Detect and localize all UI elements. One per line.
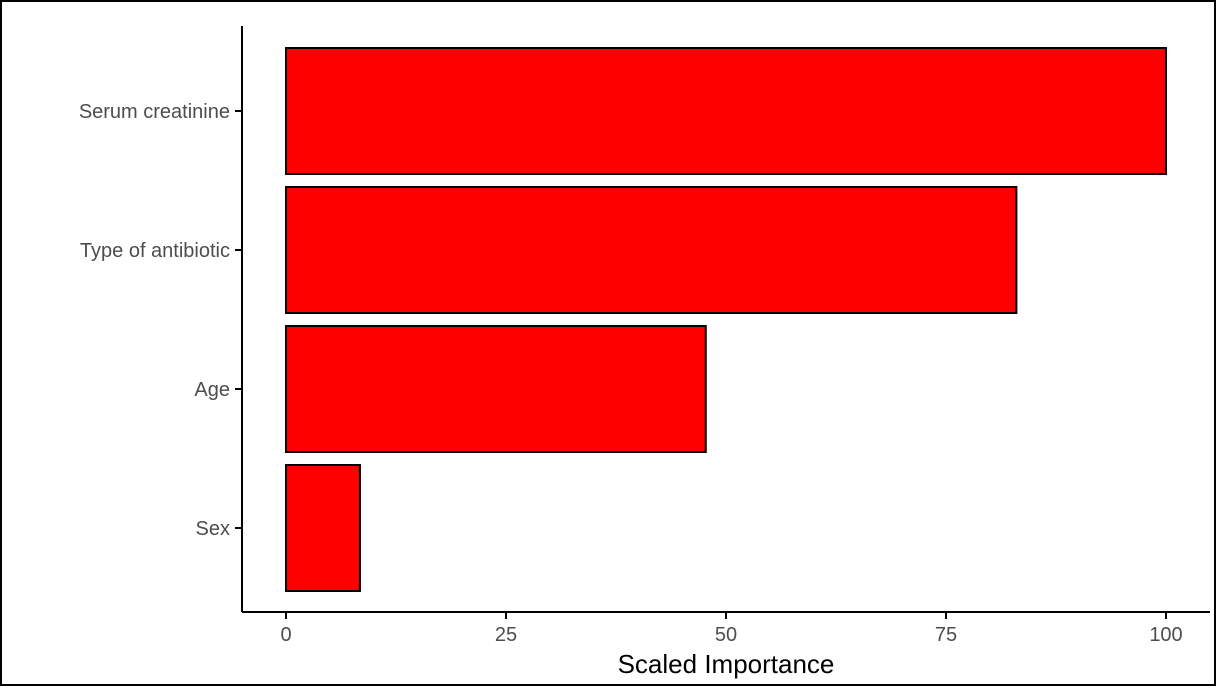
y-tick-label-sex: Sex (196, 518, 230, 540)
y-axis: Serum creatinine Type of antibiotic Age Sex (79, 26, 243, 612)
bar-age (285, 325, 707, 453)
x-tick-label-100: 100 (1149, 624, 1182, 646)
bar-sex (285, 464, 361, 592)
x-tick-label-25: 25 (495, 624, 517, 646)
bar-type-of-antibiotic (285, 186, 1018, 314)
x-axis-title: Scaled Importance (618, 649, 835, 679)
bar-serum-creatinine (285, 47, 1167, 175)
x-tick-label-75: 75 (935, 624, 957, 646)
x-axis: 0 25 50 75 100 (242, 611, 1210, 646)
y-tick-label-age: Age (194, 379, 230, 401)
y-tick-label-type-of-antibiotic: Type of antibiotic (80, 240, 230, 262)
x-tick-label-50: 50 (715, 624, 737, 646)
bars-group (285, 47, 1167, 592)
y-tick-label-serum-creatinine: Serum creatinine (79, 101, 230, 123)
x-tick-label-0: 0 (280, 624, 291, 646)
